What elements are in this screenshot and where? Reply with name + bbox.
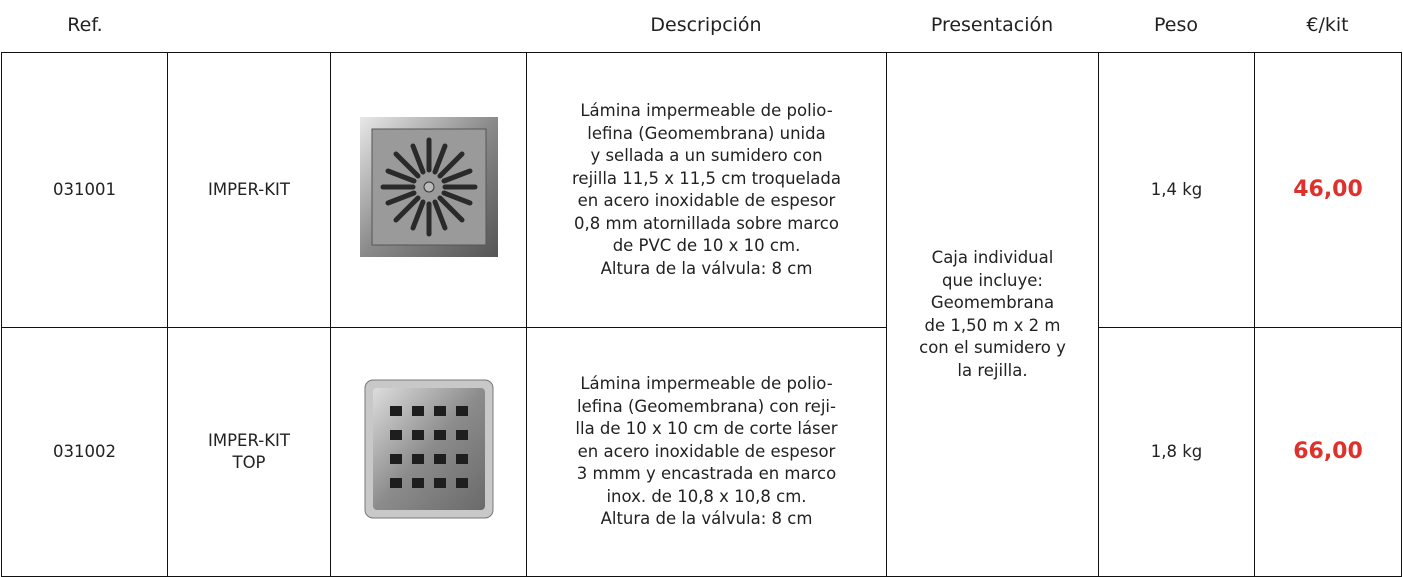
text-line: de PVC de 10 x 10 cm. (612, 236, 801, 255)
text-line: la rejilla. (957, 360, 1028, 380)
text-line: Caja individual (931, 248, 1054, 267)
presentation: Caja individual que incluye: Geomembrana de… (886, 52, 1099, 577)
text-line: Lámina impermeable de polio- (580, 374, 833, 394)
price: 46,00 (1254, 52, 1402, 328)
text-line: IMPER-KIT (208, 179, 290, 199)
text-line: Geomembrana (930, 293, 1055, 312)
product-table: 031001 IMPER-KIT Lámina impermeable de p… (1, 52, 1402, 577)
text-line: IMPER-KIT (208, 430, 290, 450)
image-cell (330, 52, 527, 328)
header-weight: Peso (1154, 14, 1198, 36)
image-cell (330, 327, 527, 577)
row: 031001 IMPER-KIT Lámina impermeable de p… (1, 52, 1402, 577)
row: 031002 IMPER-KIT TOP Lámina impermeable d… (1, 327, 1402, 577)
header-presentation: Presentación (930, 14, 1054, 36)
text-line: TOP (232, 453, 266, 472)
text-line: en acero inoxidable de espesor (577, 441, 836, 461)
ref: 031002 (1, 327, 168, 577)
text-line: lla de 10 x 10 cm de corte láser (575, 419, 838, 439)
header-description: Descripción (650, 14, 762, 36)
text-line: rejilla 11,5 x 11,5 cm troquelada (572, 168, 841, 188)
header-ref: Ref. (67, 14, 103, 36)
product-image (359, 116, 498, 257)
text-line: Lámina impermeable de polio- (580, 101, 833, 120)
product-image (364, 379, 493, 519)
description: Lámina impermeable de polio-lefina (Geom… (526, 52, 887, 328)
text-line: en acero inoxidable de espesor (577, 191, 836, 210)
text-line: con el sumidero y (919, 338, 1066, 357)
ref: 031001 (1, 52, 168, 328)
weight: 1,8 kg (1098, 327, 1255, 577)
text-line: 0,8 mm atornillada sobre marco (574, 213, 839, 233)
header-price: €/kit (1306, 14, 1349, 36)
text-line: inox. de 10,8 x 10,8 cm. (606, 486, 807, 506)
text-line: lefina (Geomembrana) unida (587, 123, 826, 143)
text-line: Altura de la válvula: 8 cm (600, 509, 813, 529)
weight: 1,4 kg (1098, 52, 1255, 328)
text-line: Altura de la válvula: 8 cm (600, 258, 813, 278)
name: IMPER-KIT TOP (167, 327, 331, 577)
price: 66,00 (1254, 327, 1402, 577)
name: IMPER-KIT (167, 52, 331, 328)
text-line: de 1,50 m x 2 m (924, 315, 1061, 335)
description: Lámina impermeable de polio-lefina (Geom… (526, 327, 887, 577)
text-line: lefina (Geomembrana) con reji- (577, 396, 836, 416)
text-line: 3 mmm y encastrada en marco (576, 464, 837, 484)
text-line: que incluye: (942, 270, 1043, 290)
text-line: y sellada a un sumidero con (590, 146, 823, 165)
